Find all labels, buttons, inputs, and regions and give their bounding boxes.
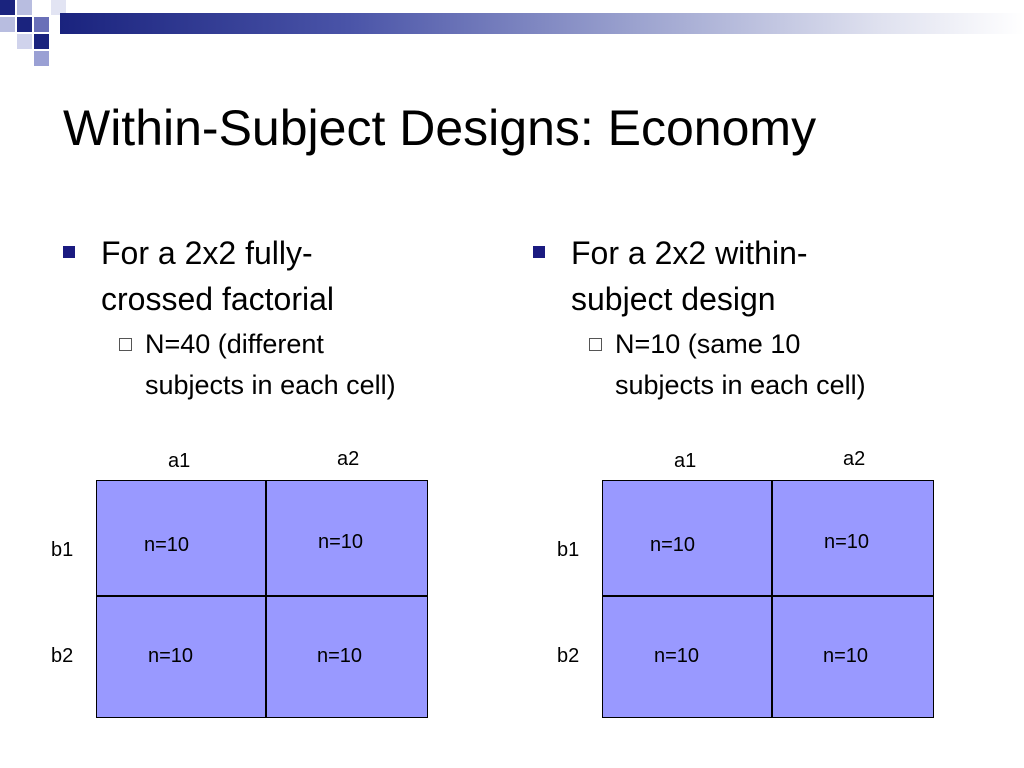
left-design-grid: n=10 n=10 n=10 n=10	[96, 480, 428, 718]
grid-divider	[97, 595, 427, 597]
right-bullet-line: For a 2x2 within-	[571, 235, 808, 271]
decorative-square	[34, 17, 49, 32]
right-sub-bullet-line: N=10 (same 10	[615, 329, 801, 359]
right-cell-a2-b1: n=10	[824, 531, 870, 553]
right-sub-bullet: N=10 (same 10 subjects in each cell)	[533, 324, 973, 406]
grid-divider	[265, 481, 267, 717]
right-cell-a1-b2: n=10	[654, 645, 700, 667]
right-design-grid: n=10 n=10 n=10 n=10	[602, 480, 934, 718]
left-cell-a2-b2: n=10	[317, 645, 363, 667]
right-col-label-a2: a2	[843, 448, 866, 470]
decorative-square	[17, 17, 32, 32]
decorative-square	[34, 51, 49, 66]
left-sub-bullet-line: subjects in each cell)	[145, 370, 396, 400]
left-row-label-b1: b1	[51, 539, 74, 561]
left-row-label-b2: b2	[51, 645, 74, 667]
left-cell-a1-b1: n=10	[144, 534, 190, 556]
decorative-square	[51, 0, 66, 15]
decorative-square	[17, 0, 32, 15]
right-cell-a2-b2: n=10	[823, 645, 869, 667]
right-row-label-b2: b2	[557, 645, 580, 667]
decorative-square	[0, 0, 15, 15]
grid-divider	[603, 595, 933, 597]
grid-divider	[771, 481, 773, 717]
left-bullet: For a 2x2 fully- crossed factorial	[63, 230, 503, 322]
left-sub-bullet-line: N=40 (different	[145, 329, 324, 359]
right-col-label-a1: a1	[674, 450, 697, 472]
hollow-square-bullet-icon	[119, 338, 132, 351]
decorative-square	[17, 34, 32, 49]
square-bullet-icon	[63, 246, 75, 258]
left-bullet-line: For a 2x2 fully-	[101, 235, 313, 271]
right-bullet: For a 2x2 within- subject design	[533, 230, 973, 322]
right-bullet-line: subject design	[571, 281, 776, 317]
square-bullet-icon	[533, 246, 545, 258]
right-cell-a1-b1: n=10	[650, 534, 696, 556]
left-col-label-a1: a1	[168, 450, 191, 472]
right-row-label-b1: b1	[557, 539, 580, 561]
slide-title: Within-Subject Designs: Economy	[63, 100, 817, 156]
right-sub-bullet-line: subjects in each cell)	[615, 370, 866, 400]
decorative-square	[34, 34, 49, 49]
right-bullet-block: For a 2x2 within- subject design N=10 (s…	[533, 230, 973, 406]
decorative-square	[0, 17, 15, 32]
left-bullet-block: For a 2x2 fully- crossed factorial N=40 …	[63, 230, 503, 406]
header-gradient-bar	[60, 13, 1024, 34]
left-col-label-a2: a2	[337, 448, 360, 470]
left-cell-a2-b1: n=10	[318, 531, 364, 553]
hollow-square-bullet-icon	[589, 338, 602, 351]
left-cell-a1-b2: n=10	[148, 645, 194, 667]
left-bullet-line: crossed factorial	[101, 281, 334, 317]
left-sub-bullet: N=40 (different subjects in each cell)	[63, 324, 503, 406]
